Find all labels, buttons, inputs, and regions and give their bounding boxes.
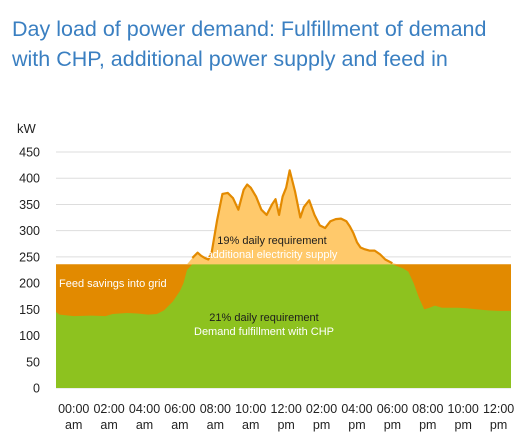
x-tick-ampm-3: am: [171, 418, 188, 432]
y-tick-label-100: 100: [19, 329, 40, 343]
supply-percent-label: 19% daily requirement: [217, 235, 326, 247]
x-tick-label-10: 08:00: [412, 402, 443, 416]
x-tick-label-2: 04:00: [129, 402, 160, 416]
x-tick-label-6: 12:00: [271, 402, 302, 416]
y-tick-label-350: 350: [19, 198, 40, 212]
feed-in-label: Feed savings into grid: [59, 278, 167, 290]
y-tick-label-300: 300: [19, 224, 40, 238]
y-tick-label-50: 50: [26, 355, 40, 369]
x-tick-label-11: 10:00: [448, 402, 479, 416]
x-tick-ampm-4: am: [207, 418, 224, 432]
x-tick-ampm-6: pm: [277, 418, 294, 432]
y-tick-label-0: 0: [33, 382, 40, 396]
chp-description-label: Demand fulfillment with CHP: [194, 326, 334, 338]
additional-supply-area: [56, 170, 511, 265]
x-tick-label-4: 08:00: [200, 402, 231, 416]
x-tick-label-7: 02:00: [306, 402, 337, 416]
x-tick-ampm-0: am: [65, 418, 82, 432]
x-tick-label-5: 10:00: [235, 402, 266, 416]
x-tick-label-9: 06:00: [377, 402, 408, 416]
x-tick-ampm-8: pm: [348, 418, 365, 432]
x-tick-ampm-5: am: [242, 418, 259, 432]
x-tick-ampm-1: am: [100, 418, 117, 432]
y-axis-ticks: 0 50 100 150 200 250 300 350 400 450: [19, 146, 40, 396]
x-tick-ampm-10: pm: [419, 418, 436, 432]
chp-fulfillment-area: [56, 264, 511, 388]
x-axis-ticks: 00:00 am 02:00 am 04:00 am 06:00 am 08:00 am 10:00…: [58, 402, 514, 432]
x-tick-ampm-11: pm: [455, 418, 472, 432]
y-tick-label-450: 450: [19, 146, 40, 160]
x-tick-ampm-2: am: [136, 418, 153, 432]
x-tick-label-1: 02:00: [93, 402, 124, 416]
x-tick-ampm-7: pm: [313, 418, 330, 432]
demand-curve-line: [191, 169, 393, 265]
y-axis-unit-label: kW: [17, 121, 36, 136]
x-tick-label-12: 12:00: [483, 402, 514, 416]
x-tick-label-3: 06:00: [164, 402, 195, 416]
y-tick-label-200: 200: [19, 277, 40, 291]
x-tick-label-0: 00:00: [58, 402, 89, 416]
x-tick-ampm-9: pm: [384, 418, 401, 432]
x-tick-ampm-12: pm: [490, 418, 507, 432]
x-tick-label-8: 04:00: [341, 402, 372, 416]
chp-percent-label: 21% daily requirement: [209, 312, 318, 324]
y-tick-label-150: 150: [19, 303, 40, 317]
page-title: Day load of power demand: Fulfillment of…: [12, 17, 487, 71]
y-tick-label-400: 400: [19, 172, 40, 186]
supply-description-label: additional electricity supply: [207, 249, 338, 261]
y-tick-label-250: 250: [19, 250, 40, 264]
